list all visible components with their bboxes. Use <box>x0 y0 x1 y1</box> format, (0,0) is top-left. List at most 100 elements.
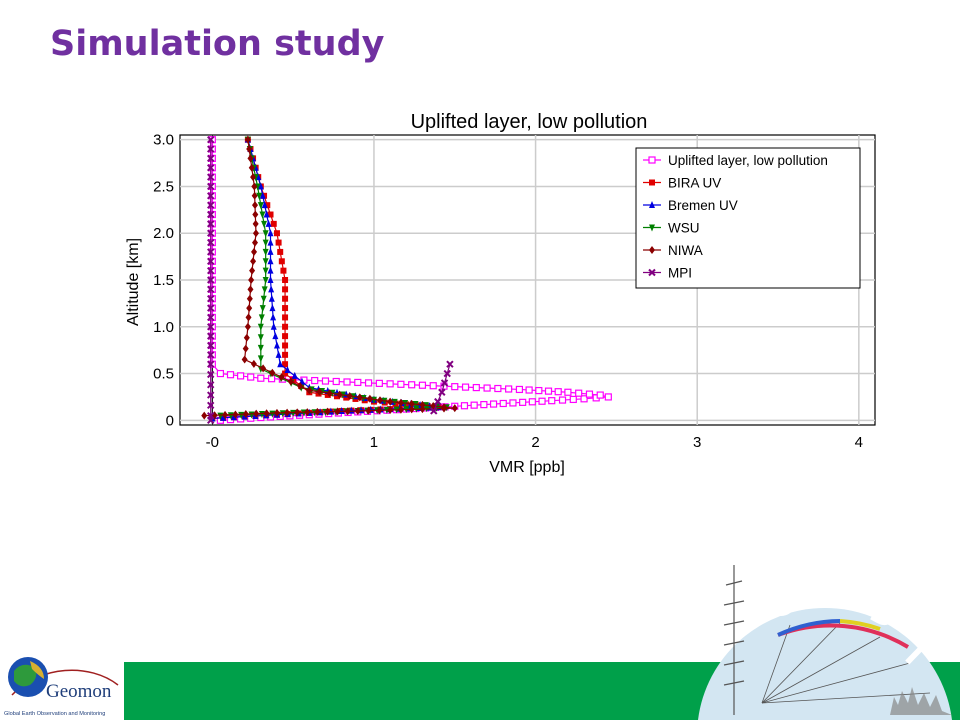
data-point <box>279 410 286 418</box>
geomon-logo-caption: Global Earth Observation and Monitoring <box>4 711 105 717</box>
data-point <box>201 411 208 420</box>
data-point <box>207 210 215 219</box>
data-point <box>419 405 426 414</box>
legend-marker <box>648 268 656 277</box>
data-point <box>245 313 252 322</box>
data-point <box>207 154 215 163</box>
data-point <box>548 397 556 405</box>
data-point <box>277 248 284 255</box>
data-point <box>365 406 372 415</box>
data-point <box>207 164 215 172</box>
data-point <box>251 201 258 210</box>
data-point <box>246 304 253 313</box>
data-point <box>207 257 215 265</box>
data-point <box>580 395 588 403</box>
data-point <box>282 305 289 312</box>
data-point <box>269 304 276 312</box>
data-point <box>207 370 215 379</box>
cindi-letter-n: N <box>837 572 868 611</box>
data-point <box>237 372 245 380</box>
data-point <box>525 386 533 394</box>
data-point <box>207 238 215 247</box>
data-point <box>535 386 543 395</box>
data-point <box>408 405 415 414</box>
data-point <box>261 201 268 209</box>
data-point <box>268 285 275 293</box>
data-point <box>403 401 410 408</box>
data-point <box>216 369 225 378</box>
data-point <box>564 388 572 396</box>
data-point <box>226 371 235 379</box>
data-point <box>314 407 321 416</box>
data-point <box>207 285 215 294</box>
data-point <box>250 257 257 266</box>
data-point <box>332 377 340 386</box>
data-point <box>267 375 276 383</box>
data-point <box>270 313 277 321</box>
data-point <box>267 266 274 274</box>
data-point <box>252 210 259 219</box>
data-point <box>585 390 594 398</box>
data-point <box>544 387 553 395</box>
data-point <box>282 333 289 340</box>
data-point <box>282 323 289 330</box>
data-point <box>268 294 275 302</box>
data-point <box>241 355 248 364</box>
data-point <box>282 295 289 302</box>
data-point <box>261 286 268 294</box>
data-point <box>263 409 270 418</box>
chart-legend: Uplifted layer, low pollution BIRA UV Brem… <box>635 147 861 289</box>
legend-marker <box>649 201 655 208</box>
data-point <box>207 381 215 389</box>
y-tick-label: 3.0 <box>153 132 174 149</box>
data-point <box>253 409 260 418</box>
data-point <box>207 341 215 350</box>
data-point <box>387 406 394 415</box>
data-point <box>408 381 416 389</box>
axis-ticks: -0 1 2 3 4 0 0.5 1.0 1.5 2.0 2.5 3.0 <box>153 132 863 451</box>
data-point <box>267 229 274 237</box>
data-point <box>443 369 451 378</box>
data-point <box>258 314 265 322</box>
data-point <box>554 388 562 396</box>
legend-label: Bremen UV <box>668 198 738 213</box>
data-point <box>354 406 361 415</box>
data-point <box>250 173 257 182</box>
data-point <box>262 239 269 247</box>
x-tick-label: 1 <box>370 434 378 451</box>
legend-marker <box>649 246 655 254</box>
data-point <box>397 405 404 414</box>
data-point <box>252 229 259 238</box>
data-point <box>262 230 269 238</box>
data-point <box>275 350 282 358</box>
data-point <box>244 135 251 144</box>
data-point <box>247 373 255 381</box>
data-point <box>207 229 215 237</box>
data-point <box>282 277 289 283</box>
data-point <box>282 351 289 358</box>
legend-box <box>635 147 861 289</box>
data-point <box>386 380 394 388</box>
y-tick-label: 0.5 <box>153 366 174 383</box>
data-point <box>321 377 330 385</box>
data-point <box>207 182 215 191</box>
data-point <box>451 404 458 413</box>
data-point <box>282 361 289 368</box>
x-tick-label: 3 <box>693 434 701 451</box>
data-point <box>429 382 437 390</box>
data-point <box>515 385 524 394</box>
data-point <box>270 322 277 330</box>
data-point <box>207 313 215 322</box>
cindi-letter-i1: I <box>806 570 821 606</box>
data-point <box>257 202 264 210</box>
data-point <box>257 344 264 352</box>
data-point <box>242 344 249 353</box>
data-point <box>257 355 264 363</box>
data-point <box>269 368 276 377</box>
data-point <box>569 395 577 404</box>
data-point <box>489 400 498 408</box>
series-4 <box>201 135 458 420</box>
data-point <box>222 410 229 419</box>
data-point <box>290 409 297 417</box>
data-point <box>377 396 384 405</box>
